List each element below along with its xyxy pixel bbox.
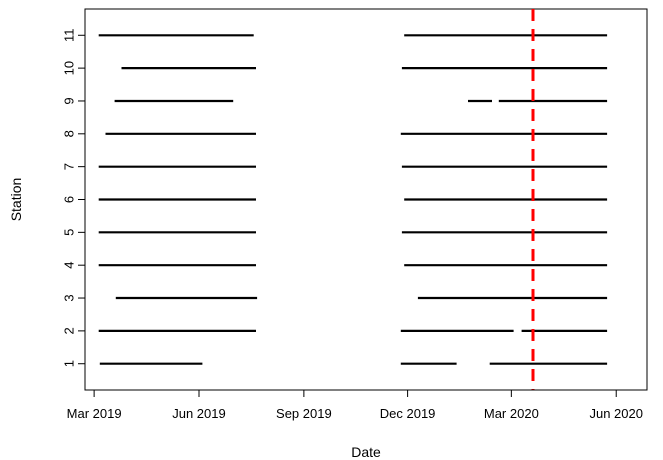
x-tick-label: Mar 2020 bbox=[484, 406, 539, 421]
y-tick-label: 10 bbox=[62, 61, 77, 75]
y-tick-label: 8 bbox=[62, 130, 77, 137]
x-tick-label: Mar 2019 bbox=[67, 406, 122, 421]
y-axis-label: Station bbox=[8, 178, 24, 222]
y-tick-label: 11 bbox=[62, 29, 77, 43]
y-tick-label: 9 bbox=[62, 97, 77, 104]
x-tick-label: Sep 2019 bbox=[276, 406, 332, 421]
station-segments bbox=[98, 34, 608, 365]
x-axis: Mar 2019 Jun 2019 Sep 2019 Dec 2019 Mar 2020… bbox=[67, 389, 643, 421]
y-tick-label: 1 bbox=[62, 360, 77, 367]
x-tick-label: Dec 2019 bbox=[380, 406, 436, 421]
y-tick-label: 2 bbox=[62, 327, 77, 334]
y-tick-label: 5 bbox=[62, 229, 77, 236]
y-axis: 1 2 3 4 5 6 7 8 9 10 11 bbox=[62, 29, 86, 367]
y-tick-label: 6 bbox=[62, 196, 77, 203]
y-tick-label: 4 bbox=[62, 262, 77, 269]
x-tick-label: Jun 2020 bbox=[589, 406, 643, 421]
x-tick-label: Jun 2019 bbox=[172, 406, 226, 421]
x-axis-label: Date bbox=[351, 444, 381, 460]
y-tick-label: 3 bbox=[62, 294, 77, 301]
y-tick-label: 7 bbox=[62, 163, 77, 170]
